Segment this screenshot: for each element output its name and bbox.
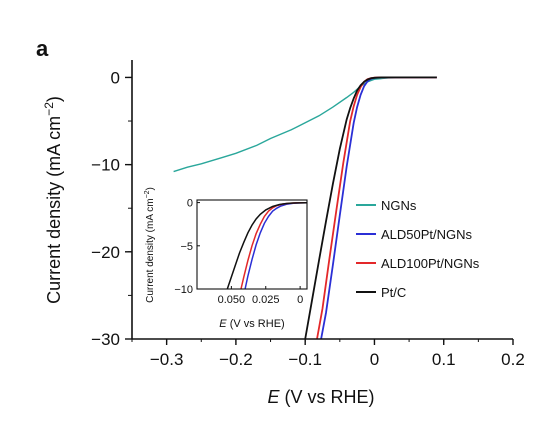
series-line-pt-c (304, 76, 437, 340)
panel-label: a (36, 36, 49, 61)
inset-y-axis-title-text: Current density (mA cm (145, 198, 156, 302)
inset-y-tick-label: −10 (174, 284, 193, 296)
x-tick-label: −0.2 (219, 350, 253, 369)
legend: NGNs ALD50Pt/NGNs ALD100Pt/NGNs Pt/C (356, 198, 480, 300)
y-axis-title: Current density (mA cm−2) (42, 96, 64, 304)
x-tick-label: 0 (370, 350, 379, 369)
inset-frame (196, 199, 308, 290)
y-axis-title-superscript: −2 (42, 102, 56, 116)
legend-label-pt-c: Pt/C (381, 285, 406, 300)
legend-label-ald50pt-ngns: ALD50Pt/NGNs (381, 227, 473, 242)
y-axis-title-text: Current density (mA cm (44, 116, 64, 304)
inset-y-axis-title: Current density (mA cm−2) (144, 187, 156, 303)
y-tick-label: 0 (111, 68, 120, 87)
x-axis-title-rest: (V vs RHE) (280, 387, 375, 407)
inset-y-tick-label: 0 (187, 198, 193, 210)
x-axis-title-var: E (267, 387, 280, 407)
x-axis-title: E (V vs RHE) (267, 387, 374, 407)
x-tick-label: 0.1 (432, 350, 456, 369)
legend-label-ald100pt-ngns: ALD100Pt/NGNs (381, 256, 480, 271)
inset-x-tick-label: 0.025 (252, 294, 280, 306)
inset-x-axis-title: E (V vs RHE) (219, 318, 284, 330)
inset-x-tick-label: 0 (297, 294, 303, 306)
inset-y-tick-label: −5 (180, 241, 193, 253)
inset-x-axis-title-var: E (219, 318, 227, 330)
inset-x-tick-label: 0.050 (218, 294, 246, 306)
inset-y-axis-title-superscript: −2 (144, 190, 151, 198)
y-axis-title-close: ) (44, 96, 64, 102)
series-line-ngns (173, 76, 437, 173)
inset-chart: 0.050 0.025 0 0 −5 −10 Current density (mA cm… (144, 187, 308, 330)
y-tick-label: −10 (91, 156, 120, 175)
x-tick-label: −0.3 (150, 350, 184, 369)
inset-series-group (226, 202, 308, 290)
main-axes: −0.3 −0.2 −0.1 0 0.1 0.20−10−20−30 (91, 60, 525, 369)
main-chart: −0.3 −0.2 −0.1 0 0.1 0.20−10−20−30 Current de… (42, 60, 525, 407)
series-line-ald100pt-ngns (316, 76, 437, 340)
series-line-ald50pt-ngns (320, 76, 437, 340)
inset-axes: 0.050 0.025 0 0 −5 −10 (174, 198, 308, 306)
inset-series-line-pt-c (226, 202, 308, 290)
inset-y-axis-title-close: ) (145, 187, 156, 190)
y-tick-label: −20 (91, 243, 120, 262)
legend-label-ngns: NGNs (381, 198, 417, 213)
x-tick-label: 0.2 (501, 350, 525, 369)
x-tick-label: −0.1 (288, 350, 322, 369)
y-tick-label: −30 (91, 330, 120, 349)
main-series-group (173, 76, 437, 340)
inset-x-axis-title-rest: (V vs RHE) (227, 318, 285, 330)
